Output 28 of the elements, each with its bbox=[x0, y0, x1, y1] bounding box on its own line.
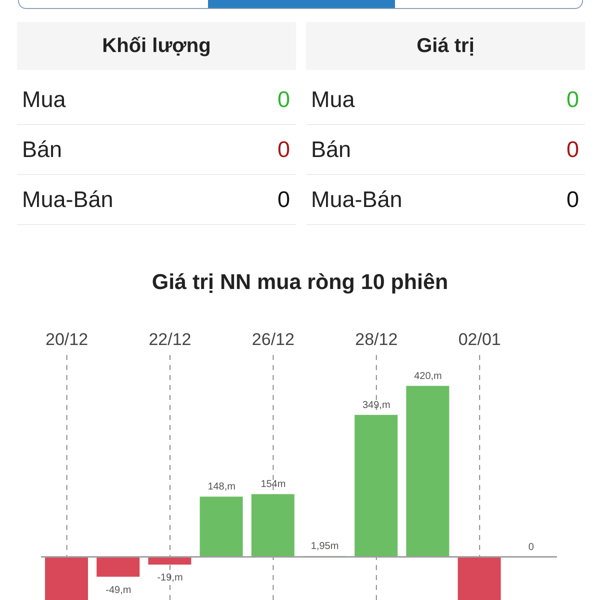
data-label: 1,95m bbox=[310, 541, 339, 552]
x-tick-label: 22/12 bbox=[148, 330, 192, 349]
x-tick-label: 02/01 bbox=[458, 330, 501, 349]
data-label: 420,m bbox=[414, 370, 442, 382]
x-tick-label: 28/12 bbox=[355, 330, 398, 349]
data-label: 0 bbox=[566, 136, 579, 162]
chart-title: Giá trị NN mua ròng 10 phiên bbox=[152, 270, 448, 294]
category-label: Mua-Bán bbox=[22, 186, 114, 212]
data-label: 148,m bbox=[208, 482, 236, 493]
category-label: Mua-Bán bbox=[311, 186, 402, 212]
category-label: Bán bbox=[22, 136, 62, 162]
category-label: Mua bbox=[22, 86, 66, 112]
data-label: 349,m bbox=[362, 400, 390, 411]
category-label: Mua bbox=[311, 86, 355, 112]
text: Khối lượng bbox=[102, 34, 211, 58]
data-label: 0 bbox=[566, 186, 579, 212]
x-tick-label: 20/12 bbox=[46, 330, 88, 349]
data-label: 0 bbox=[277, 186, 290, 212]
data-label: 0 bbox=[277, 136, 290, 162]
data-label: 0 bbox=[528, 542, 534, 553]
category-label: Bán bbox=[311, 136, 352, 162]
data-label: 154m bbox=[260, 479, 286, 490]
x-tick-label: 26/12 bbox=[252, 330, 294, 349]
data-label: -19,m bbox=[157, 572, 183, 584]
data-label: 0 bbox=[566, 86, 579, 112]
text: Giá trị bbox=[416, 34, 474, 58]
data-label: -49,m bbox=[106, 584, 132, 596]
data-label: 0 bbox=[277, 86, 290, 112]
